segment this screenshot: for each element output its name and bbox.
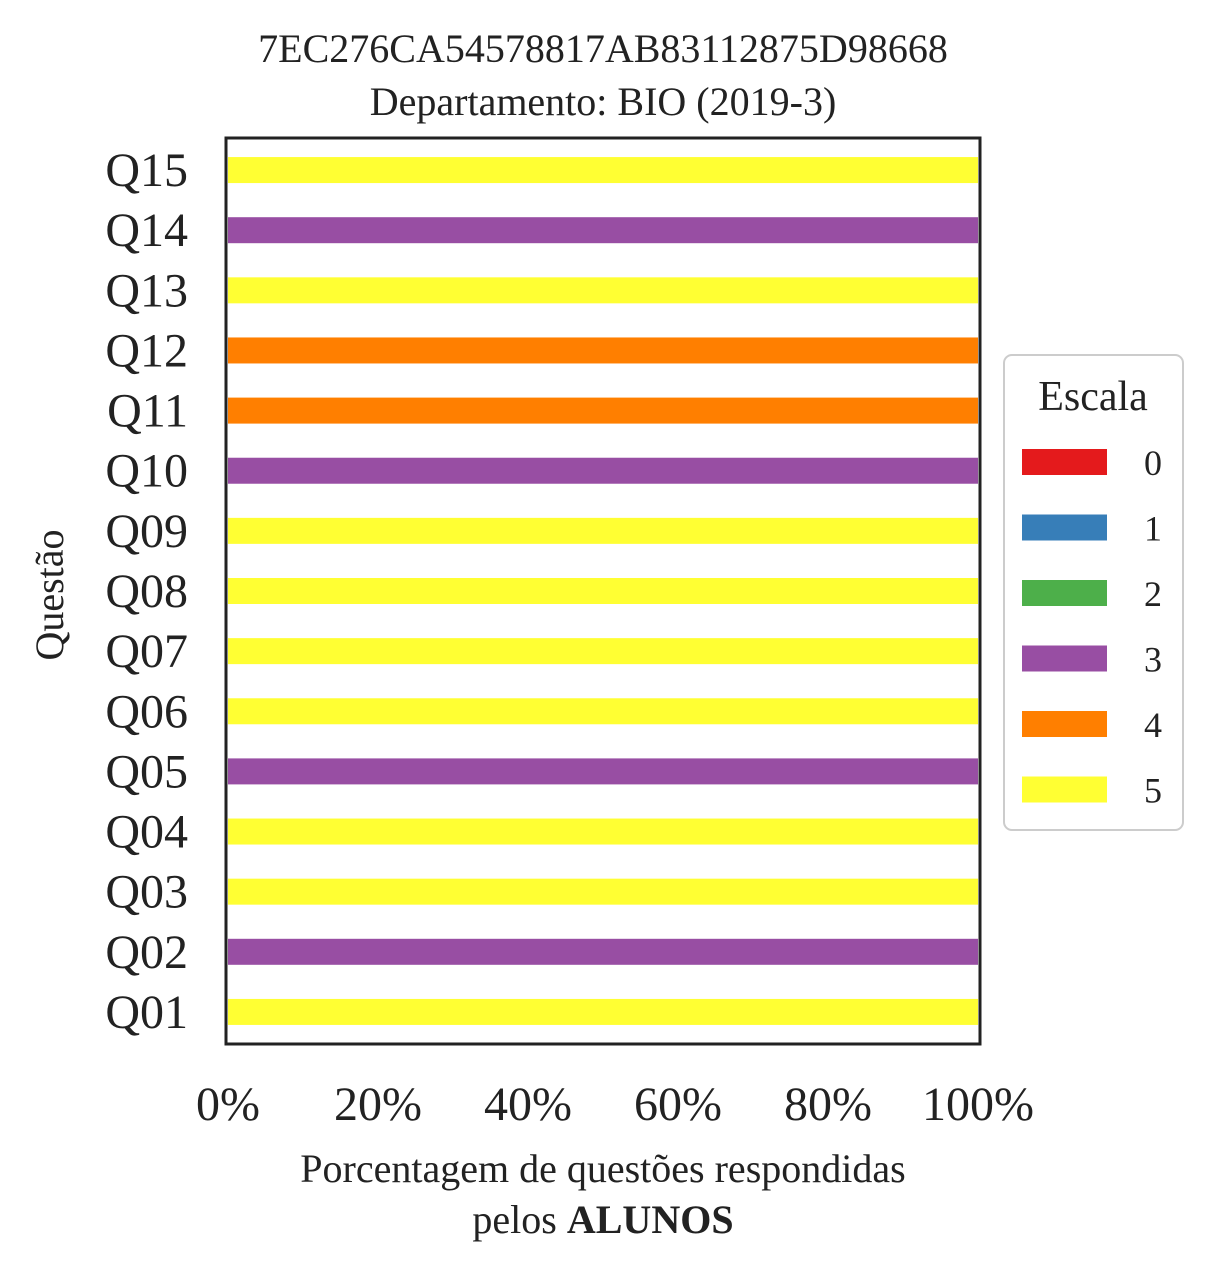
legend-label-4: 4	[1144, 705, 1162, 745]
x-axis-label-line1: Porcentagem de questões respondidas	[300, 1146, 905, 1191]
bar-Q09-scale-5	[228, 517, 978, 544]
y-tick-label: Q08	[105, 565, 188, 618]
bar-Q07-scale-5	[228, 638, 978, 665]
y-tick-label: Q06	[105, 685, 188, 738]
x-tick-labels: 0% 20% 40% 60% 80% 100%	[196, 1078, 1034, 1131]
y-tick-label: Q04	[105, 806, 188, 859]
bar-Q14-scale-3	[228, 217, 978, 244]
bar-Q06-scale-5	[228, 698, 978, 725]
legend-entries: 0 1 2 3 4 5	[1022, 443, 1162, 811]
y-tick-label: Q09	[105, 505, 188, 558]
y-tick-label: Q01	[105, 986, 188, 1039]
legend-label-2: 2	[1144, 574, 1162, 614]
bar-Q01-scale-5	[228, 998, 978, 1025]
x-axis-label-bold: ALUNOS	[567, 1197, 734, 1242]
bar-Q11-scale-4	[228, 397, 978, 424]
y-tick-label: Q05	[105, 745, 188, 798]
y-axis-label: Questão	[27, 529, 72, 660]
x-tick-label: 0%	[196, 1078, 260, 1131]
y-tick-label: Q02	[105, 926, 188, 979]
bar-Q02-scale-3	[228, 938, 978, 965]
legend-title: Escala	[1038, 374, 1148, 420]
y-tick-label: Q03	[105, 866, 188, 919]
x-tick-label: 20%	[334, 1078, 422, 1131]
x-axis-label-prefix: pelos	[472, 1197, 566, 1242]
legend-swatch-5	[1022, 776, 1107, 803]
y-tick-label: Q14	[105, 204, 188, 257]
x-tick-label: 40%	[484, 1078, 572, 1131]
legend-label-5: 5	[1144, 771, 1162, 811]
legend-swatch-3	[1022, 645, 1107, 672]
bar-Q04-scale-5	[228, 818, 978, 845]
bar-Q12-scale-4	[228, 337, 978, 364]
legend-swatch-4	[1022, 711, 1107, 737]
y-tick-label: Q15	[105, 144, 188, 197]
y-tick-label: Q11	[107, 385, 188, 438]
legend-label-1: 1	[1144, 509, 1162, 549]
y-tick-labels: Q01 Q02 Q03 Q04 Q05 Q06 Q07 Q08 Q09 Q10 Q11 Q12 Q13 Q…	[105, 144, 188, 1039]
legend: Escala 0 1 2 3 4 5	[1003, 354, 1184, 831]
bar-Q05-scale-3	[228, 758, 978, 785]
bar-Q15-scale-5	[228, 157, 978, 184]
bar-Q03-scale-5	[228, 878, 978, 905]
x-tick-label: 100%	[922, 1078, 1034, 1131]
bar-Q13-scale-5	[228, 277, 978, 304]
chart-title-line2: Departamento: BIO (2019-3)	[370, 79, 837, 124]
legend-label-0: 0	[1144, 443, 1162, 483]
y-tick-label: Q12	[105, 324, 188, 377]
x-tick-label: 60%	[634, 1078, 722, 1131]
plot-frame	[224, 136, 982, 1046]
y-tick-label: Q13	[105, 264, 188, 317]
bar-Q08-scale-5	[228, 578, 978, 604]
x-tick-label: 80%	[784, 1078, 872, 1131]
bar-Q10-scale-3	[228, 457, 978, 484]
chart-title-line1: 7EC276CA54578817AB83112875D98668	[258, 26, 948, 71]
y-tick-label: Q10	[105, 445, 188, 498]
legend-label-3: 3	[1144, 640, 1162, 680]
legend-swatch-0	[1022, 449, 1107, 475]
bars-group	[228, 157, 978, 1025]
legend-swatch-2	[1022, 580, 1107, 606]
x-axis-label-line2: pelos ALUNOS	[472, 1197, 733, 1242]
legend-swatch-1	[1022, 514, 1107, 541]
y-tick-label: Q07	[105, 625, 188, 678]
